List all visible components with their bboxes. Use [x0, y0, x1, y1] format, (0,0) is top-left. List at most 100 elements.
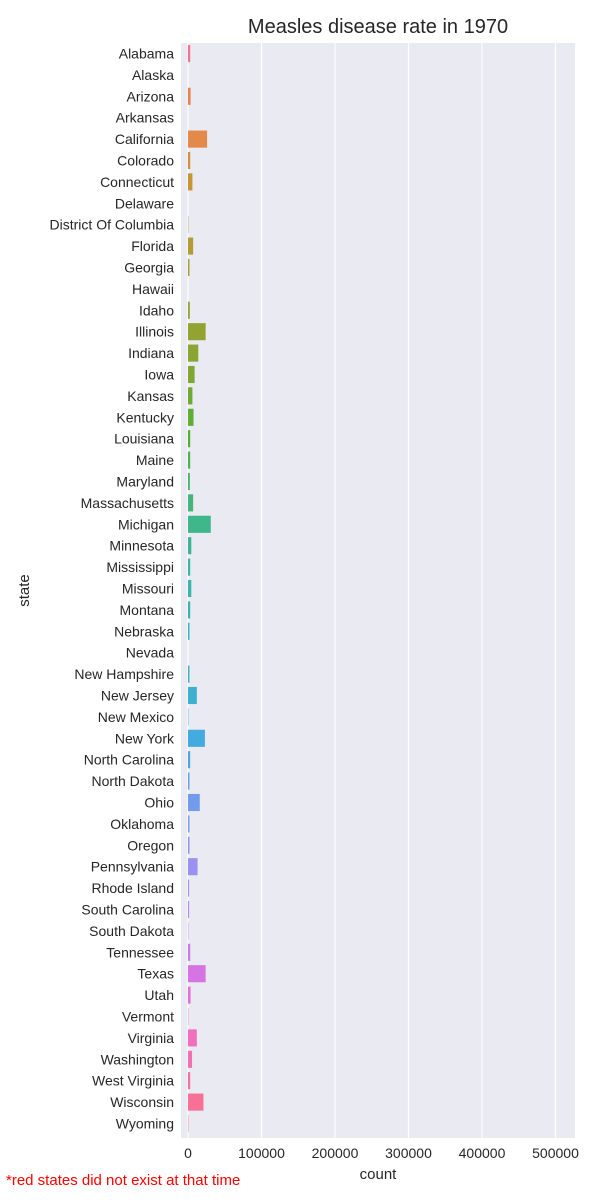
- y-tick-label: Nebraska: [114, 623, 174, 639]
- bar: [188, 601, 191, 619]
- y-tick-label: Texas: [137, 966, 174, 982]
- y-tick-label: Rhode Island: [91, 880, 174, 896]
- bar: [188, 1050, 193, 1068]
- y-tick-label: South Carolina: [81, 902, 174, 918]
- y-tick-label: Colorado: [117, 153, 174, 169]
- footnote: *red states did not exist at that time: [6, 1172, 241, 1189]
- y-tick-label: Idaho: [139, 302, 174, 318]
- bar: [188, 494, 194, 512]
- y-tick-label: Nevada: [126, 645, 174, 661]
- y-tick-label: Wisconsin: [110, 1094, 174, 1110]
- y-tick-label: Georgia: [124, 260, 174, 276]
- y-tick-label: Kentucky: [116, 409, 174, 425]
- y-tick-label: South Dakota: [89, 923, 174, 939]
- y-axis-label: state: [16, 574, 33, 607]
- bar: [188, 900, 190, 919]
- y-tick-label: New Mexico: [98, 709, 174, 725]
- y-tick-label: Massachusetts: [81, 495, 174, 511]
- y-tick-label: Tennessee: [106, 944, 174, 960]
- bar: [188, 408, 194, 426]
- y-tick-label: Virginia: [128, 1030, 175, 1046]
- bar: [188, 344, 199, 362]
- bar: [188, 815, 190, 833]
- bar: [188, 365, 195, 384]
- y-tick-label: New York: [115, 730, 175, 746]
- bar: [188, 323, 206, 341]
- y-tick-label: Michigan: [118, 516, 174, 532]
- bar: [188, 686, 197, 705]
- y-tick-label: Pennsylvania: [91, 859, 174, 875]
- y-tick-label: Alaska: [132, 67, 174, 83]
- bar: [188, 986, 191, 1004]
- y-tick-label: Utah: [144, 987, 174, 1003]
- plot-background: [181, 43, 575, 1138]
- bar: [188, 793, 200, 812]
- y-tick-label: North Carolina: [84, 752, 174, 768]
- x-tick-label: 0: [184, 1145, 192, 1161]
- bar: [188, 301, 190, 319]
- bar: [188, 130, 208, 148]
- bar: [188, 44, 191, 63]
- y-tick-label: Iowa: [144, 367, 174, 383]
- y-tick-label: Arizona: [127, 88, 175, 104]
- y-tick-label: Vermont: [122, 1009, 174, 1025]
- y-tick-label: Connecticut: [100, 174, 174, 190]
- y-tick-label: California: [115, 131, 174, 147]
- bar: [188, 965, 206, 983]
- bar: [188, 173, 193, 191]
- bar: [188, 729, 205, 747]
- x-tick-label: 300000: [385, 1145, 432, 1161]
- bar: [188, 1029, 197, 1047]
- bar: [188, 430, 191, 448]
- bar: [188, 772, 190, 790]
- y-tick-label: District Of Columbia: [50, 217, 175, 233]
- y-tick-label: Louisiana: [114, 431, 174, 447]
- bar: [188, 836, 190, 854]
- y-tick-label: Minnesota: [109, 538, 174, 554]
- y-tick-label: Hawaii: [132, 281, 174, 297]
- y-tick-label: Missouri: [122, 581, 174, 597]
- y-tick-labels: Alabama Alaska Arizona Arkansas California Co…: [50, 46, 175, 1132]
- bar: [188, 537, 192, 555]
- y-tick-label: Kansas: [127, 388, 174, 404]
- y-tick-label: Maryland: [116, 474, 174, 490]
- y-tick-label: Illinois: [135, 324, 174, 340]
- bars: [188, 44, 211, 1133]
- y-tick-label: Delaware: [115, 195, 174, 211]
- bar: [188, 622, 190, 640]
- bar: [188, 558, 191, 576]
- bar: [188, 258, 190, 277]
- y-tick-label: Arkansas: [116, 110, 174, 126]
- y-tick-label: Ohio: [144, 795, 174, 811]
- bar: [188, 451, 191, 469]
- y-tick-label: Wyoming: [116, 1116, 174, 1132]
- bar: [188, 665, 190, 683]
- bar: [188, 151, 191, 170]
- bar: [188, 1072, 191, 1090]
- x-tick-label: 100000: [238, 1145, 285, 1161]
- y-tick-label: Florida: [131, 238, 174, 254]
- y-tick-label: Washington: [101, 1051, 174, 1067]
- chart-title: Measles disease rate in 1970: [248, 16, 508, 38]
- y-tick-label: North Dakota: [92, 773, 175, 789]
- y-tick-label: Alabama: [119, 46, 174, 62]
- y-tick-label: New Jersey: [101, 688, 174, 704]
- x-axis-label: count: [360, 1166, 398, 1183]
- y-tick-label: Oregon: [127, 837, 174, 853]
- y-tick-label: Indiana: [128, 345, 174, 361]
- bar: [188, 472, 190, 491]
- bar: [188, 751, 191, 769]
- bar: [188, 943, 191, 961]
- x-tick-label: 500000: [532, 1145, 579, 1161]
- y-tick-label: New Hampshire: [74, 666, 174, 682]
- bar: [188, 579, 192, 598]
- bar: [188, 87, 191, 105]
- x-tick-labels: 0 100000 200000 300000 400000 500000: [184, 1145, 579, 1161]
- y-tick-label: Maine: [136, 452, 174, 468]
- x-tick-label: 200000: [312, 1145, 359, 1161]
- y-tick-label: Oklahoma: [110, 816, 174, 832]
- bar: [188, 1093, 204, 1111]
- bar: [188, 879, 190, 897]
- y-tick-label: Montana: [120, 602, 175, 618]
